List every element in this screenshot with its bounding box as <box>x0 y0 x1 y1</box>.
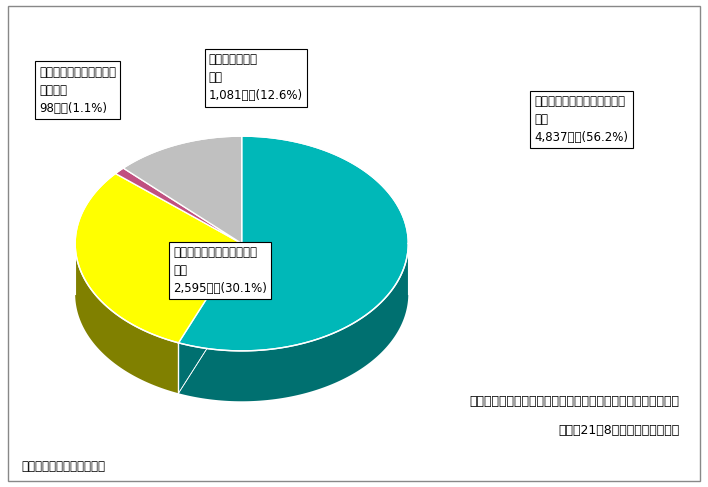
Text: 一部の建物に耐震性がある
病院
2,595病院(30.1%): 一部の建物に耐震性がある 病院 2,595病院(30.1%) <box>173 246 268 295</box>
Polygon shape <box>75 173 241 343</box>
Polygon shape <box>178 244 409 401</box>
Polygon shape <box>115 168 241 244</box>
FancyBboxPatch shape <box>8 6 700 481</box>
Text: （平成21年8月までの調査結果）: （平成21年8月までの調査結果） <box>559 425 680 437</box>
Polygon shape <box>123 136 241 244</box>
Polygon shape <box>178 136 409 351</box>
Polygon shape <box>75 244 178 393</box>
Text: 建物の耐震性が
不明
1,081病院(12.6%): 建物の耐震性が 不明 1,081病院(12.6%) <box>209 54 303 102</box>
Text: （出典：厚生労働省資料）: （出典：厚生労働省資料） <box>21 460 105 473</box>
Text: すべての建物に耐震性が
ない病院
98病院(1.1%): すべての建物に耐震性が ない病院 98病院(1.1%) <box>39 66 116 114</box>
Text: すべての建物に耐震性がある
病院
4,837病院(56.2%): すべての建物に耐震性がある 病院 4,837病院(56.2%) <box>535 95 629 144</box>
Text: 対象：二十人以上の患者を入院させるための施設を有する病院: 対象：二十人以上の患者を入院させるための施設を有する病院 <box>469 395 680 408</box>
